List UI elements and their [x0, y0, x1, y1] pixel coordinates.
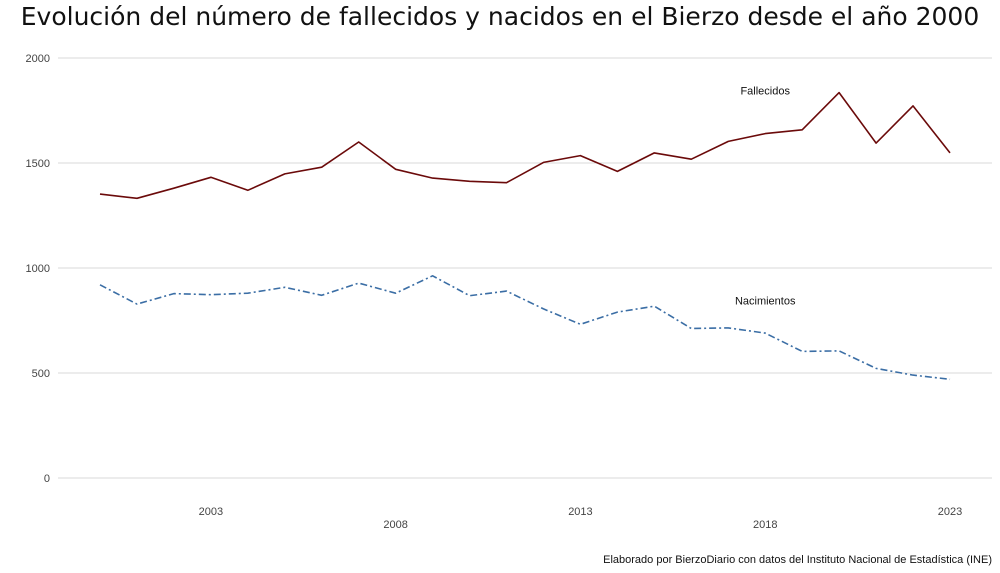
chart-title: Evolución del número de fallecidos y nac…	[20, 2, 980, 31]
series-lines	[99, 91, 951, 381]
x-axis-ticks: 2003 2008 2013 2018 2023	[199, 506, 963, 531]
annotations: Fallecidos Nacimientos	[735, 86, 796, 308]
y-tick-label: 1500	[26, 158, 50, 170]
y-tick-label: 1000	[26, 263, 50, 275]
series-line-fallecidos	[99, 91, 951, 200]
x-tick-label: 2008	[383, 519, 407, 531]
x-tick-label: 2018	[753, 519, 777, 531]
x-tick-label: 2023	[938, 506, 962, 518]
y-tick-label: 2000	[26, 53, 50, 65]
x-tick-label: 2003	[199, 506, 223, 518]
y-tick-label: 0	[44, 473, 50, 485]
y-axis-ticks: 0 500 1000 1500 2000	[26, 53, 50, 485]
grid-lines	[58, 57, 992, 479]
source-caption: Elaborado por BierzoDiario con datos del…	[603, 554, 992, 566]
series-line-nacimientos	[99, 274, 951, 381]
x-tick-label: 2013	[568, 506, 592, 518]
y-tick-label: 500	[32, 368, 50, 380]
series-annotation: Fallecidos	[740, 86, 790, 98]
series-annotation: Nacimientos	[735, 296, 796, 308]
